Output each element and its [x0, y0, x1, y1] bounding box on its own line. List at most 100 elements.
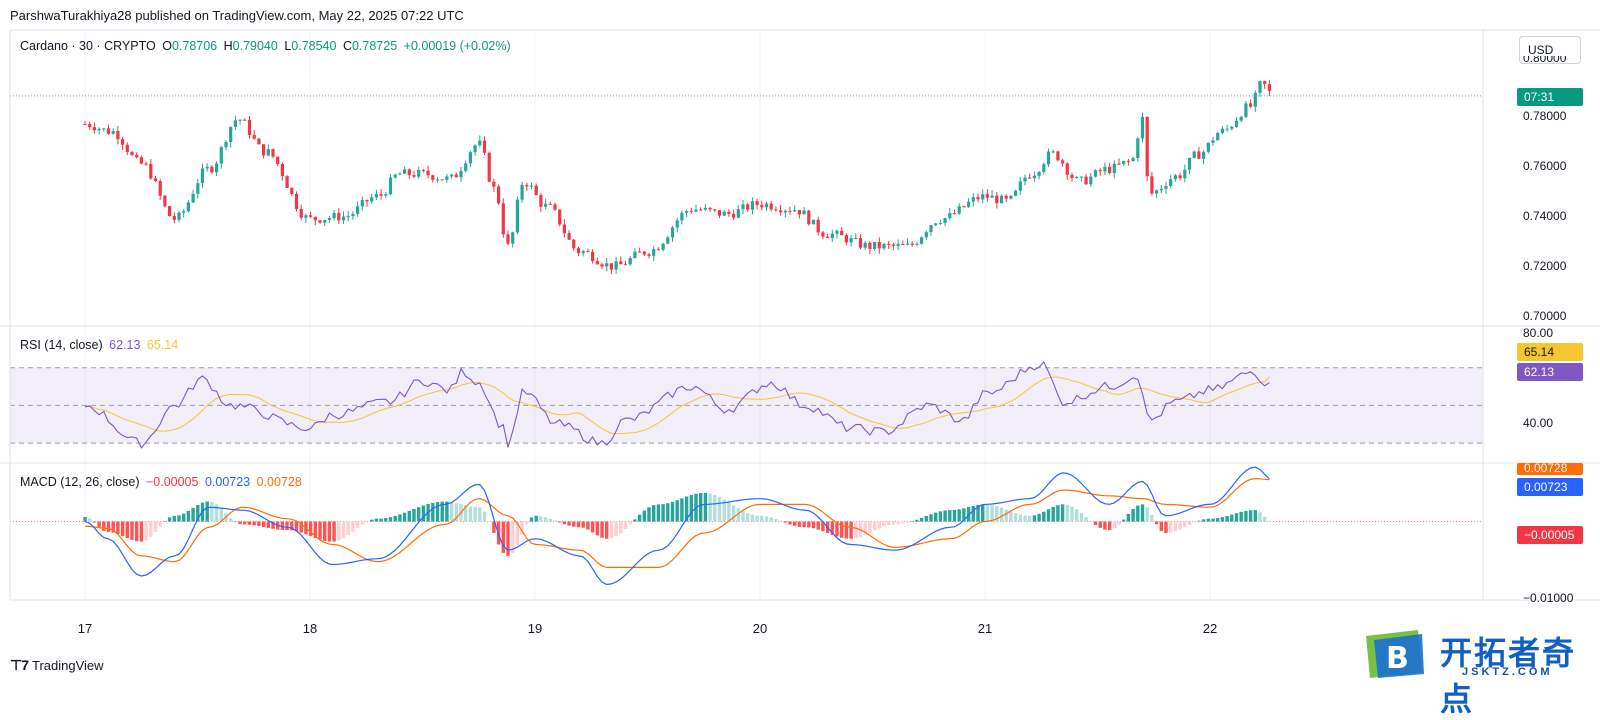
rsi-legend[interactable]: RSI (14, close) 62.13 65.14	[20, 338, 181, 352]
macd-histogram-bar	[525, 521, 529, 525]
candle	[901, 240, 905, 245]
candle	[553, 202, 557, 212]
macd-histogram-bar	[388, 517, 393, 522]
currency-button[interactable]: USD	[1519, 36, 1581, 64]
price-pane[interactable]	[10, 80, 1483, 275]
rsi-legend-value: 62.13	[109, 338, 141, 352]
candle-body	[435, 179, 440, 181]
candle	[290, 187, 294, 197]
candle	[633, 248, 637, 259]
candle	[294, 191, 299, 212]
candle	[1042, 162, 1046, 175]
candle	[591, 249, 595, 264]
candle-body	[586, 251, 590, 253]
macd-histogram-bar	[445, 501, 449, 522]
candle	[450, 173, 454, 179]
candle-body	[252, 134, 256, 139]
candle	[699, 207, 703, 211]
macd-histogram-bar	[191, 507, 195, 522]
pane-separators[interactable]	[0, 29, 1600, 601]
macd-histogram-bar	[332, 521, 336, 542]
candle-body	[595, 261, 599, 265]
candle	[943, 217, 947, 227]
candle	[642, 250, 646, 257]
candle-body	[722, 211, 726, 216]
price-label: 0.74000	[1523, 209, 1567, 223]
candle	[88, 121, 92, 130]
candle-body	[1103, 166, 1107, 172]
macd-histogram-bar	[807, 521, 811, 528]
candle	[403, 166, 407, 174]
macd-histogram-bar	[948, 510, 952, 522]
macd-histogram-bar	[1126, 513, 1131, 522]
candle	[548, 201, 552, 205]
candle	[346, 210, 350, 222]
rsi-pane[interactable]	[10, 361, 1483, 449]
date-label: 17	[77, 621, 93, 636]
candle	[1159, 184, 1163, 194]
macd-histogram-bar	[553, 520, 557, 522]
candle	[97, 127, 101, 135]
macd-histogram-bar	[1187, 521, 1192, 525]
candle	[229, 126, 233, 148]
macd-histogram-bar	[1263, 516, 1267, 522]
candle-body	[464, 163, 468, 171]
candle	[1169, 174, 1173, 189]
candle	[215, 161, 219, 177]
candle-body	[1084, 176, 1088, 185]
candle	[445, 173, 449, 183]
candle-body	[111, 131, 115, 134]
macd-histogram-bar	[1216, 518, 1220, 522]
macd-histogram-bar	[905, 521, 910, 523]
candle-body	[661, 243, 665, 250]
candle-body	[760, 205, 764, 208]
candle	[877, 237, 881, 254]
candle	[1267, 80, 1271, 96]
symbol-name[interactable]: Cardano · 30 · CRYPTO	[20, 39, 156, 53]
candle	[708, 207, 712, 212]
macd-histogram-bar	[835, 521, 839, 537]
candle	[764, 201, 769, 211]
date-label: 21	[977, 621, 993, 636]
candle	[1164, 181, 1168, 194]
candle	[1084, 174, 1088, 185]
candle-body	[821, 232, 825, 237]
candle-body	[356, 206, 360, 214]
symbol-legend[interactable]: Cardano · 30 · CRYPTO O0.78706 H0.79040 …	[20, 39, 514, 53]
candle	[713, 209, 717, 213]
candle-body	[506, 234, 510, 244]
candle	[412, 171, 416, 179]
rsi-ma-tag: 65.14	[1517, 343, 1583, 361]
candle-body	[905, 243, 910, 245]
candle	[727, 209, 731, 217]
candle-body	[544, 203, 548, 207]
candle	[172, 212, 176, 224]
macd-pane[interactable]	[10, 466, 1483, 586]
candle-body	[929, 225, 933, 233]
candle-body	[1169, 179, 1173, 187]
macd-legend[interactable]: MACD (12, 26, close) −0.00005 0.00723 0.…	[20, 475, 305, 489]
candle-body	[971, 197, 975, 202]
candle-body	[421, 169, 425, 171]
macd-histogram-bar	[788, 521, 792, 525]
macd-histogram-bar	[614, 521, 618, 537]
candle	[595, 257, 599, 265]
macd-histogram-bar	[670, 501, 675, 522]
macd-line	[84, 466, 1270, 586]
macd-histogram-bar	[318, 521, 322, 540]
candle	[915, 241, 919, 247]
candle-body	[1197, 151, 1201, 159]
candle-body	[492, 181, 496, 187]
candle-body	[910, 243, 914, 245]
macd-histogram-bar	[586, 521, 590, 530]
candle-body	[1140, 116, 1145, 139]
macd-histogram-bar	[346, 521, 350, 536]
candle	[722, 209, 726, 216]
macd-histogram-bar	[210, 501, 214, 522]
close-value: 0.78725	[351, 39, 398, 53]
macd-histogram-bar	[934, 512, 938, 522]
chart-canvas[interactable]	[0, 0, 1600, 684]
candle-body	[863, 242, 867, 248]
candle-body	[675, 220, 679, 228]
tradingview-logo[interactable]: ⊤7 TradingView	[10, 657, 104, 674]
